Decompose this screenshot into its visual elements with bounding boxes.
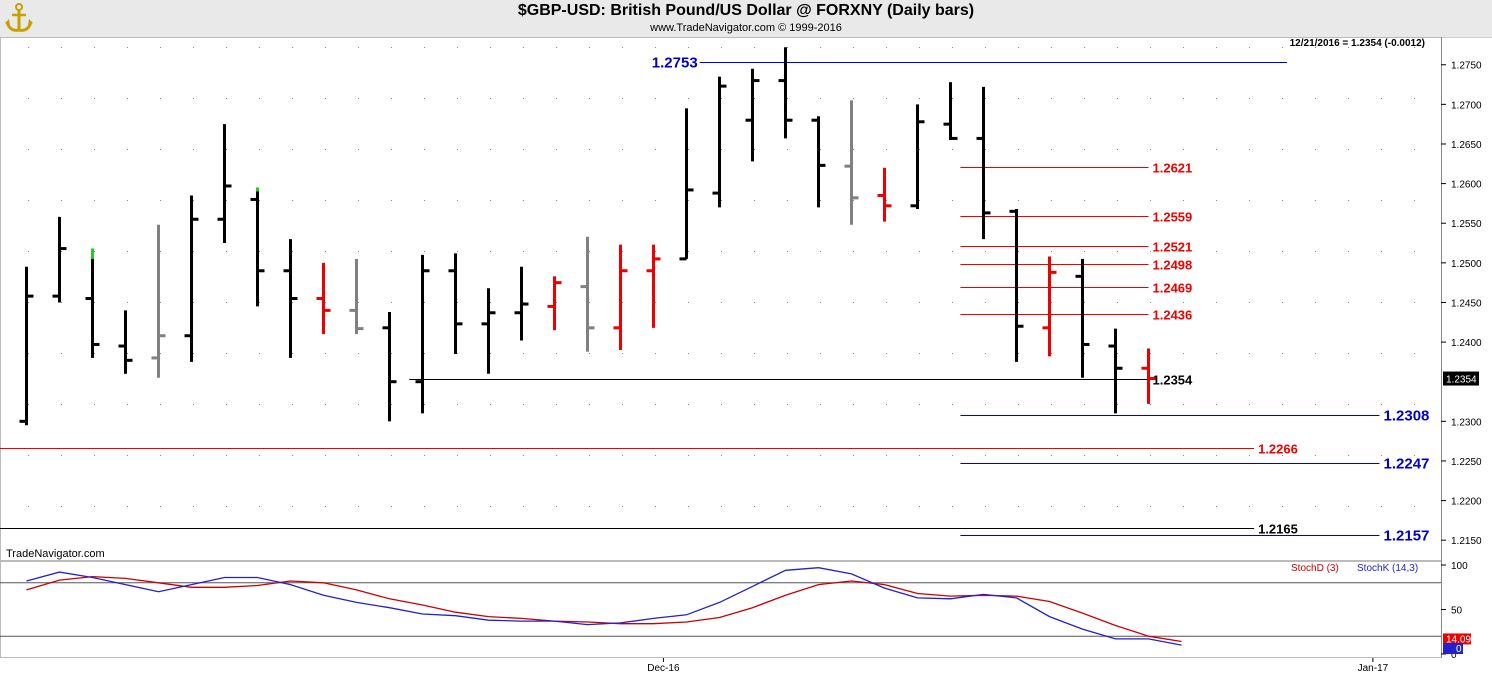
ohlc-bar (316, 262, 331, 335)
ohlc-bar (613, 244, 628, 351)
chart-header: $GBP-USD: British Pound/US Dollar @ FORX… (0, 0, 1492, 38)
ohlc-bar (514, 266, 529, 341)
ohlc-bar (943, 82, 958, 141)
grid-dots (28, 47, 1415, 507)
y-tick-label: 1.2300 (1451, 417, 1482, 428)
ohlc-bar (976, 86, 991, 240)
ohlc-bar (1075, 258, 1090, 378)
level-label-1.2753: 1.2753 (652, 55, 698, 72)
stoch-d-tag (1443, 633, 1471, 645)
level-label-1.2436: 1.2436 (1153, 308, 1193, 323)
y-tick-label: 1.2150 (1451, 536, 1482, 547)
watermark: TradeNavigator.com (6, 548, 105, 560)
ohlc-bar (547, 276, 562, 331)
level-label-1.2559: 1.2559 (1153, 210, 1193, 225)
ohlc-bar (646, 244, 661, 328)
y-tick-label: 1.2250 (1451, 457, 1482, 468)
price-levels: 1.2753 1.2621 1.2559 1.2521 1.2498 1.2469 1.24… (0, 55, 1429, 545)
ohlc-bar (580, 236, 595, 352)
level-label-1.2247: 1.2247 (1384, 456, 1430, 473)
stoch-d-tag-label: 14.09 (1446, 634, 1471, 645)
level-label-1.2354: 1.2354 (1153, 373, 1194, 388)
level-label-1.2157: 1.2157 (1384, 528, 1430, 545)
date-axis: Dec-16 Jan-17 (647, 658, 1389, 674)
ohlc-bars (19, 47, 1156, 426)
level-label-1.2521: 1.2521 (1153, 240, 1193, 255)
level-label-1.2498: 1.2498 (1153, 258, 1193, 273)
ohlc-bar (184, 195, 199, 362)
y-tick-label: 1.2550 (1451, 219, 1482, 230)
ohlc-bar (910, 104, 925, 209)
y-tick-label: 1.2700 (1451, 100, 1482, 111)
level-label-1.2165: 1.2165 (1258, 522, 1298, 537)
anchor-logo-icon (5, 3, 33, 32)
stoch-legend-k: StochK (14,3) (1357, 563, 1418, 574)
stoch-y-label: 0 (1451, 650, 1457, 661)
y-tick-label: 1.2200 (1451, 497, 1482, 508)
y-tick-label: 1.2500 (1451, 259, 1482, 270)
ohlc-bar (1009, 208, 1024, 362)
level-label-1.2266: 1.2266 (1258, 442, 1298, 457)
level-label-1.2308: 1.2308 (1384, 408, 1430, 425)
stoch-legend-d: StochD (3) (1291, 563, 1339, 574)
last-quote: 12/21/2016 = 1.2354 (-0.0012) (1290, 38, 1425, 49)
ohlc-bar (745, 68, 760, 162)
ohlc-bar (844, 100, 859, 225)
y-tick-label: 1.2600 (1451, 180, 1482, 191)
ohlc-bar (448, 253, 463, 354)
chart-title: $GBP-USD: British Pound/US Dollar @ FORX… (517, 2, 975, 19)
ohlc-bar (349, 258, 364, 335)
ohlc-bar (415, 254, 430, 414)
y-tick-label: 1.2400 (1451, 338, 1482, 349)
ohlc-bar (382, 311, 397, 422)
y-tick-label: 1.2750 (1451, 61, 1482, 72)
ohlc-bar (52, 216, 67, 303)
ohlc-bar (217, 124, 232, 244)
ohlc-bar (811, 116, 826, 208)
ohlc-bar (1042, 256, 1057, 357)
ohlc-bar (1141, 348, 1156, 404)
ohlc-bar (712, 76, 727, 208)
ohlc-bar (481, 288, 496, 374)
y-tick-label: 1.2450 (1451, 298, 1482, 309)
x-tick-label: Jan-17 (1358, 663, 1389, 674)
ohlc-bar (151, 224, 166, 378)
stoch-panel-frame (0, 561, 1442, 658)
stoch-y-label: 100 (1451, 561, 1468, 572)
ohlc-bar (1108, 328, 1123, 414)
ohlc-bar (85, 248, 100, 358)
stoch-line-StochK (14,3) (26, 567, 1182, 646)
ohlc-bar (250, 187, 265, 307)
level-label-1.2621: 1.2621 (1153, 161, 1193, 176)
stoch-k-tag-label: 0 (1456, 644, 1462, 655)
stoch-k-tag (1443, 643, 1463, 654)
ohlc-bar (877, 167, 892, 222)
stoch-line-StochD (3) (26, 575, 1182, 643)
x-tick-label: Dec-16 (647, 663, 680, 674)
stoch-y-label: 50 (1451, 606, 1463, 617)
y-tick-label: 1.2650 (1451, 140, 1482, 151)
ohlc-bar (679, 108, 694, 261)
last-price-tag (1443, 371, 1479, 386)
ohlc-bar (19, 266, 34, 426)
level-label-1.2469: 1.2469 (1153, 281, 1193, 296)
ohlc-bar (778, 47, 793, 139)
ohlc-bar (283, 239, 298, 358)
ohlc-bar (118, 310, 133, 374)
price-axis: 1.2750 1.2700 1.2650 1.2600 1.2550 1.2500 1.24… (1441, 61, 1482, 547)
chart-subtitle: www.TradeNavigator.com © 1999-2016 (650, 22, 842, 34)
last-price-tag-label: 1.2354 (1446, 375, 1477, 386)
